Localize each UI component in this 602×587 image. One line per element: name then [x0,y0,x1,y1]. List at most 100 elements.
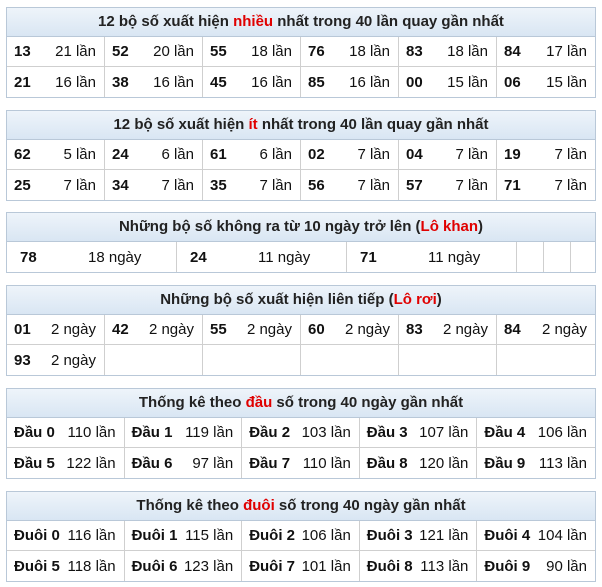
stat-number: 83 [406,321,423,338]
stat-count: 121 lần [419,527,469,544]
title-highlight: Lô rơi [393,291,437,308]
stat-number: 57 [406,176,423,194]
stat-number: 55 [210,43,227,60]
stat-cell: Đuôi 2 106 lần [242,521,360,551]
stat-number: Đuôi 8 [366,557,413,575]
stat-cell: 83 18 lần [399,37,497,67]
stat-cell: 21 16 lần [7,67,105,97]
stat-number: Đầu 5 [14,454,55,472]
stat-count: 15 lần [546,73,587,91]
stat-count: 16 lần [251,73,292,91]
stat-cell: 13 21 lần [7,37,105,67]
stat-cell: 60 2 ngày [301,315,399,345]
stat-count: 106 lần [301,527,351,544]
title-highlight: đầu [245,394,273,411]
stat-cell: 71 7 lần [497,170,595,200]
stat-cell: Đầu 5 122 lần [7,448,125,478]
stat-count: 16 lần [349,73,390,91]
stat-cell: 55 2 ngày [203,315,301,345]
stat-number: 93 [14,351,31,369]
stat-cell: 57 7 lần [399,170,497,200]
stat-cell: Đầu 0 110 lần [7,418,125,448]
stat-count: 113 lần [538,454,587,472]
stat-number: Đầu 7 [249,454,291,472]
stat-cell: 24 11 ngày [177,242,347,272]
stat-count: 17 lần [546,43,587,60]
title-highlight: ít [248,116,258,133]
stat-number: 35 [210,176,227,194]
stat-cell: 01 2 ngày [7,315,105,345]
stat-number: Đuôi 7 [249,557,296,575]
stat-count: 103 lần [301,424,351,441]
stat-number: 02 [308,146,325,163]
stat-number: 01 [14,321,31,338]
empty-cell [571,242,595,272]
stat-count: 7 lần [259,176,292,194]
stat-cell: Đầu 2 103 lần [242,418,360,448]
stat-number: Đầu 1 [131,424,173,441]
stat-number: 55 [210,321,227,338]
stat-count: 6 lần [161,146,194,163]
stat-count: 7 lần [455,176,488,194]
stat-cell: Đuôi 5 118 lần [7,551,125,581]
stat-count: 2 ngày [50,351,96,369]
stat-number: 56 [308,176,325,194]
title-after: số trong 40 ngày gần nhất [274,497,466,514]
stats-grid: 01 2 ngày 42 2 ngày 55 2 ngày 60 2 ngày 83 2 ngày… [7,315,595,375]
stat-count: 7 lần [554,176,587,194]
stat-cell: 35 7 lần [203,170,301,200]
stat-cell: 78 18 ngày [7,242,177,272]
stat-number: 61 [210,146,227,163]
stat-number: Đuôi 1 [131,527,178,544]
stat-cell: Đầu 4 106 lần [477,418,595,448]
stat-count: 123 lần [183,557,234,575]
stat-number: 00 [406,73,423,91]
stat-cell: Đầu 1 119 lần [124,418,243,448]
title-before: Những bộ số xuất hiện liên tiếp ( [160,291,394,308]
stat-number: 24 [190,248,207,266]
stat-count: 2 ngày [246,321,292,338]
section-title: Những bộ số xuất hiện liên tiếp (Lô rơi) [7,286,595,315]
stats-grid: 78 18 ngày 24 11 ngày 71 11 ngày [7,242,595,272]
stat-count: 2 ngày [148,321,194,338]
stat-count: 7 lần [357,146,390,163]
empty-cell [105,345,203,375]
title-highlight: Lô khan [420,218,479,235]
stat-cell: Đầu 3 107 lần [359,418,478,448]
section-title: Thống kê theo đầu số trong 40 ngày gần n… [7,389,595,418]
stat-number: Đầu 9 [484,454,526,472]
title-before: Thống kê theo [136,497,244,514]
title-after: nhất trong 40 lần quay gần nhất [257,116,489,133]
stat-cell: 42 2 ngày [105,315,203,345]
stat-count: 90 lần [546,557,587,575]
stat-cell: 19 7 lần [497,140,595,170]
title-highlight: nhiều [233,13,274,30]
stat-count: 18 lần [251,43,292,60]
stat-number: Đuôi 6 [131,557,178,575]
stat-cell: 83 2 ngày [399,315,497,345]
stat-number: 25 [14,176,31,194]
stat-cell: 61 6 lần [203,140,301,170]
stat-count: 120 lần [419,454,469,472]
stat-count: 115 lần [185,527,234,544]
stat-cell: Đầu 8 120 lần [360,448,478,478]
stat-number: Đuôi 0 [14,527,60,544]
stat-number: Đuôi 4 [484,527,531,544]
stat-count: 18 lần [447,43,488,60]
title-after: ) [436,291,442,308]
section-title: 12 bộ số xuất hiện ít nhất trong 40 lần … [7,111,595,140]
stat-cell: Đuôi 8 113 lần [360,551,478,581]
stat-number: 85 [308,73,325,91]
stat-number: 13 [14,43,31,60]
stat-number: 83 [406,43,423,60]
stat-count: 2 ngày [344,321,390,338]
stat-count: 7 lần [357,176,390,194]
stat-count: 15 lần [447,73,488,91]
title-highlight: đuôi [243,497,275,514]
title-before: Những bộ số không ra từ 10 ngày trở lên … [118,218,421,235]
stat-cell: Đuôi 0 116 lần [7,521,125,551]
title-after: số trong 40 ngày gần nhất [272,394,464,411]
section: 12 bộ số xuất hiện ít nhất trong 40 lần … [6,110,596,201]
stat-count: 5 lần [63,146,96,163]
stat-number: 34 [112,176,129,194]
